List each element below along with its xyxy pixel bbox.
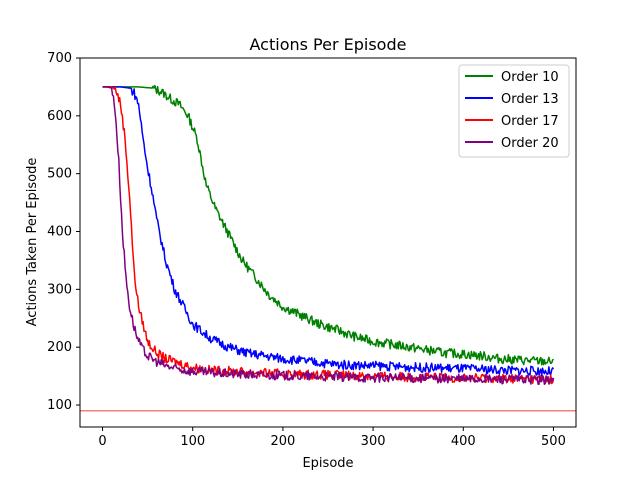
chart-title: Actions Per Episode bbox=[250, 35, 407, 54]
x-tick-label: 100 bbox=[180, 434, 205, 449]
y-tick-label: 200 bbox=[47, 340, 72, 355]
x-tick-label: 500 bbox=[541, 434, 566, 449]
x-tick-label: 300 bbox=[361, 434, 386, 449]
legend: Order 10 Order 13 Order 17 Order 20 bbox=[458, 64, 570, 158]
series-line bbox=[102, 86, 555, 377]
series-line bbox=[102, 84, 555, 366]
y-tick-label: 400 bbox=[47, 225, 72, 240]
plot-frame bbox=[79, 57, 577, 428]
x-tick-label: 0 bbox=[98, 434, 106, 449]
x-axis-label: Episode bbox=[302, 456, 353, 471]
plot-area bbox=[80, 84, 576, 412]
y-tick-label: 600 bbox=[47, 109, 72, 124]
series-line bbox=[102, 86, 555, 386]
y-tick-label: 700 bbox=[47, 51, 72, 66]
legend-label: Order 10 bbox=[501, 70, 559, 85]
legend-label: Order 20 bbox=[501, 136, 559, 151]
y-tick-label: 100 bbox=[47, 398, 72, 413]
y-tick-label: 500 bbox=[47, 167, 72, 182]
axis-ticks: 0 100 200 300 400 500 100 200 300 400 500 600 700 bbox=[47, 51, 566, 449]
x-tick-label: 400 bbox=[451, 434, 476, 449]
y-axis-label: Actions Taken Per Episode bbox=[25, 158, 40, 327]
legend-box bbox=[458, 64, 570, 158]
legend-label: Order 17 bbox=[501, 114, 559, 129]
y-tick-label: 300 bbox=[47, 282, 72, 297]
legend-label: Order 13 bbox=[501, 92, 559, 107]
x-tick-label: 200 bbox=[270, 434, 295, 449]
